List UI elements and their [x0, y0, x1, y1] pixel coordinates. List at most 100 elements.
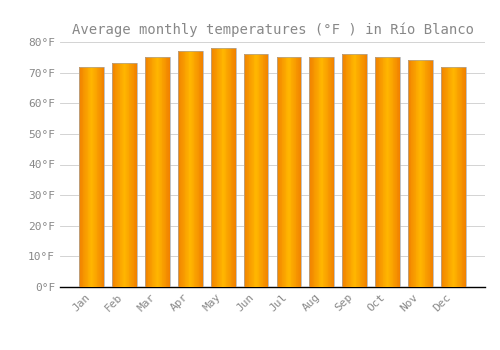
Bar — [423, 60, 424, 287]
Bar — [256, 54, 257, 287]
Bar — [409, 60, 410, 287]
Bar — [313, 57, 314, 287]
Bar — [264, 54, 265, 287]
Bar — [255, 54, 256, 287]
Bar — [124, 63, 126, 287]
Bar — [151, 57, 152, 287]
Bar — [450, 66, 451, 287]
Bar — [128, 63, 130, 287]
Bar — [326, 57, 327, 287]
Bar — [382, 57, 384, 287]
Bar — [378, 57, 380, 287]
Bar — [90, 66, 91, 287]
Bar — [251, 54, 252, 287]
Bar — [112, 63, 113, 287]
Bar — [219, 48, 220, 287]
Bar — [462, 66, 463, 287]
Bar — [447, 66, 448, 287]
Bar — [123, 63, 124, 287]
Bar — [92, 66, 94, 287]
Bar — [289, 57, 290, 287]
Bar — [311, 57, 312, 287]
Bar — [178, 51, 203, 287]
Bar — [392, 57, 394, 287]
Bar — [276, 57, 301, 287]
Bar — [318, 57, 320, 287]
Bar — [390, 57, 391, 287]
Bar — [250, 54, 251, 287]
Bar — [342, 54, 367, 287]
Bar — [419, 60, 420, 287]
Bar — [159, 57, 160, 287]
Bar — [448, 66, 449, 287]
Bar — [178, 51, 179, 287]
Bar — [112, 63, 137, 287]
Bar — [114, 63, 116, 287]
Bar — [300, 57, 302, 287]
Bar — [279, 57, 280, 287]
Bar — [225, 48, 226, 287]
Bar — [131, 63, 132, 287]
Bar — [253, 54, 254, 287]
Bar — [298, 57, 299, 287]
Bar — [193, 51, 194, 287]
Bar — [387, 57, 388, 287]
Bar — [290, 57, 292, 287]
Bar — [451, 66, 452, 287]
Bar — [86, 66, 88, 287]
Bar — [214, 48, 215, 287]
Bar — [417, 60, 418, 287]
Bar — [200, 51, 201, 287]
Bar — [321, 57, 322, 287]
Bar — [408, 60, 409, 287]
Bar — [119, 63, 120, 287]
Bar — [454, 66, 455, 287]
Bar — [184, 51, 186, 287]
Bar — [156, 57, 158, 287]
Bar — [420, 60, 422, 287]
Bar — [218, 48, 219, 287]
Bar — [446, 66, 447, 287]
Bar — [427, 60, 428, 287]
Bar — [223, 48, 224, 287]
Bar — [364, 54, 366, 287]
Bar — [344, 54, 345, 287]
Bar — [258, 54, 260, 287]
Bar — [196, 51, 197, 287]
Bar — [127, 63, 128, 287]
Bar — [359, 54, 360, 287]
Bar — [332, 57, 334, 287]
Bar — [165, 57, 166, 287]
Bar — [233, 48, 234, 287]
Bar — [350, 54, 352, 287]
Bar — [120, 63, 121, 287]
Bar — [442, 66, 444, 287]
Bar — [254, 54, 255, 287]
Bar — [315, 57, 316, 287]
Bar — [385, 57, 386, 287]
Bar — [244, 54, 268, 287]
Bar — [384, 57, 385, 287]
Bar — [211, 48, 236, 287]
Bar — [215, 48, 216, 287]
Bar — [463, 66, 464, 287]
Bar — [456, 66, 458, 287]
Bar — [252, 54, 253, 287]
Bar — [201, 51, 202, 287]
Bar — [80, 66, 104, 287]
Bar — [284, 57, 285, 287]
Bar — [395, 57, 396, 287]
Bar — [232, 48, 233, 287]
Bar — [216, 48, 218, 287]
Bar — [88, 66, 89, 287]
Bar — [343, 54, 344, 287]
Bar — [465, 66, 466, 287]
Bar — [431, 60, 432, 287]
Bar — [132, 63, 133, 287]
Bar — [180, 51, 182, 287]
Bar — [366, 54, 367, 287]
Bar — [80, 66, 81, 287]
Bar — [234, 48, 236, 287]
Bar — [312, 57, 313, 287]
Bar — [280, 57, 281, 287]
